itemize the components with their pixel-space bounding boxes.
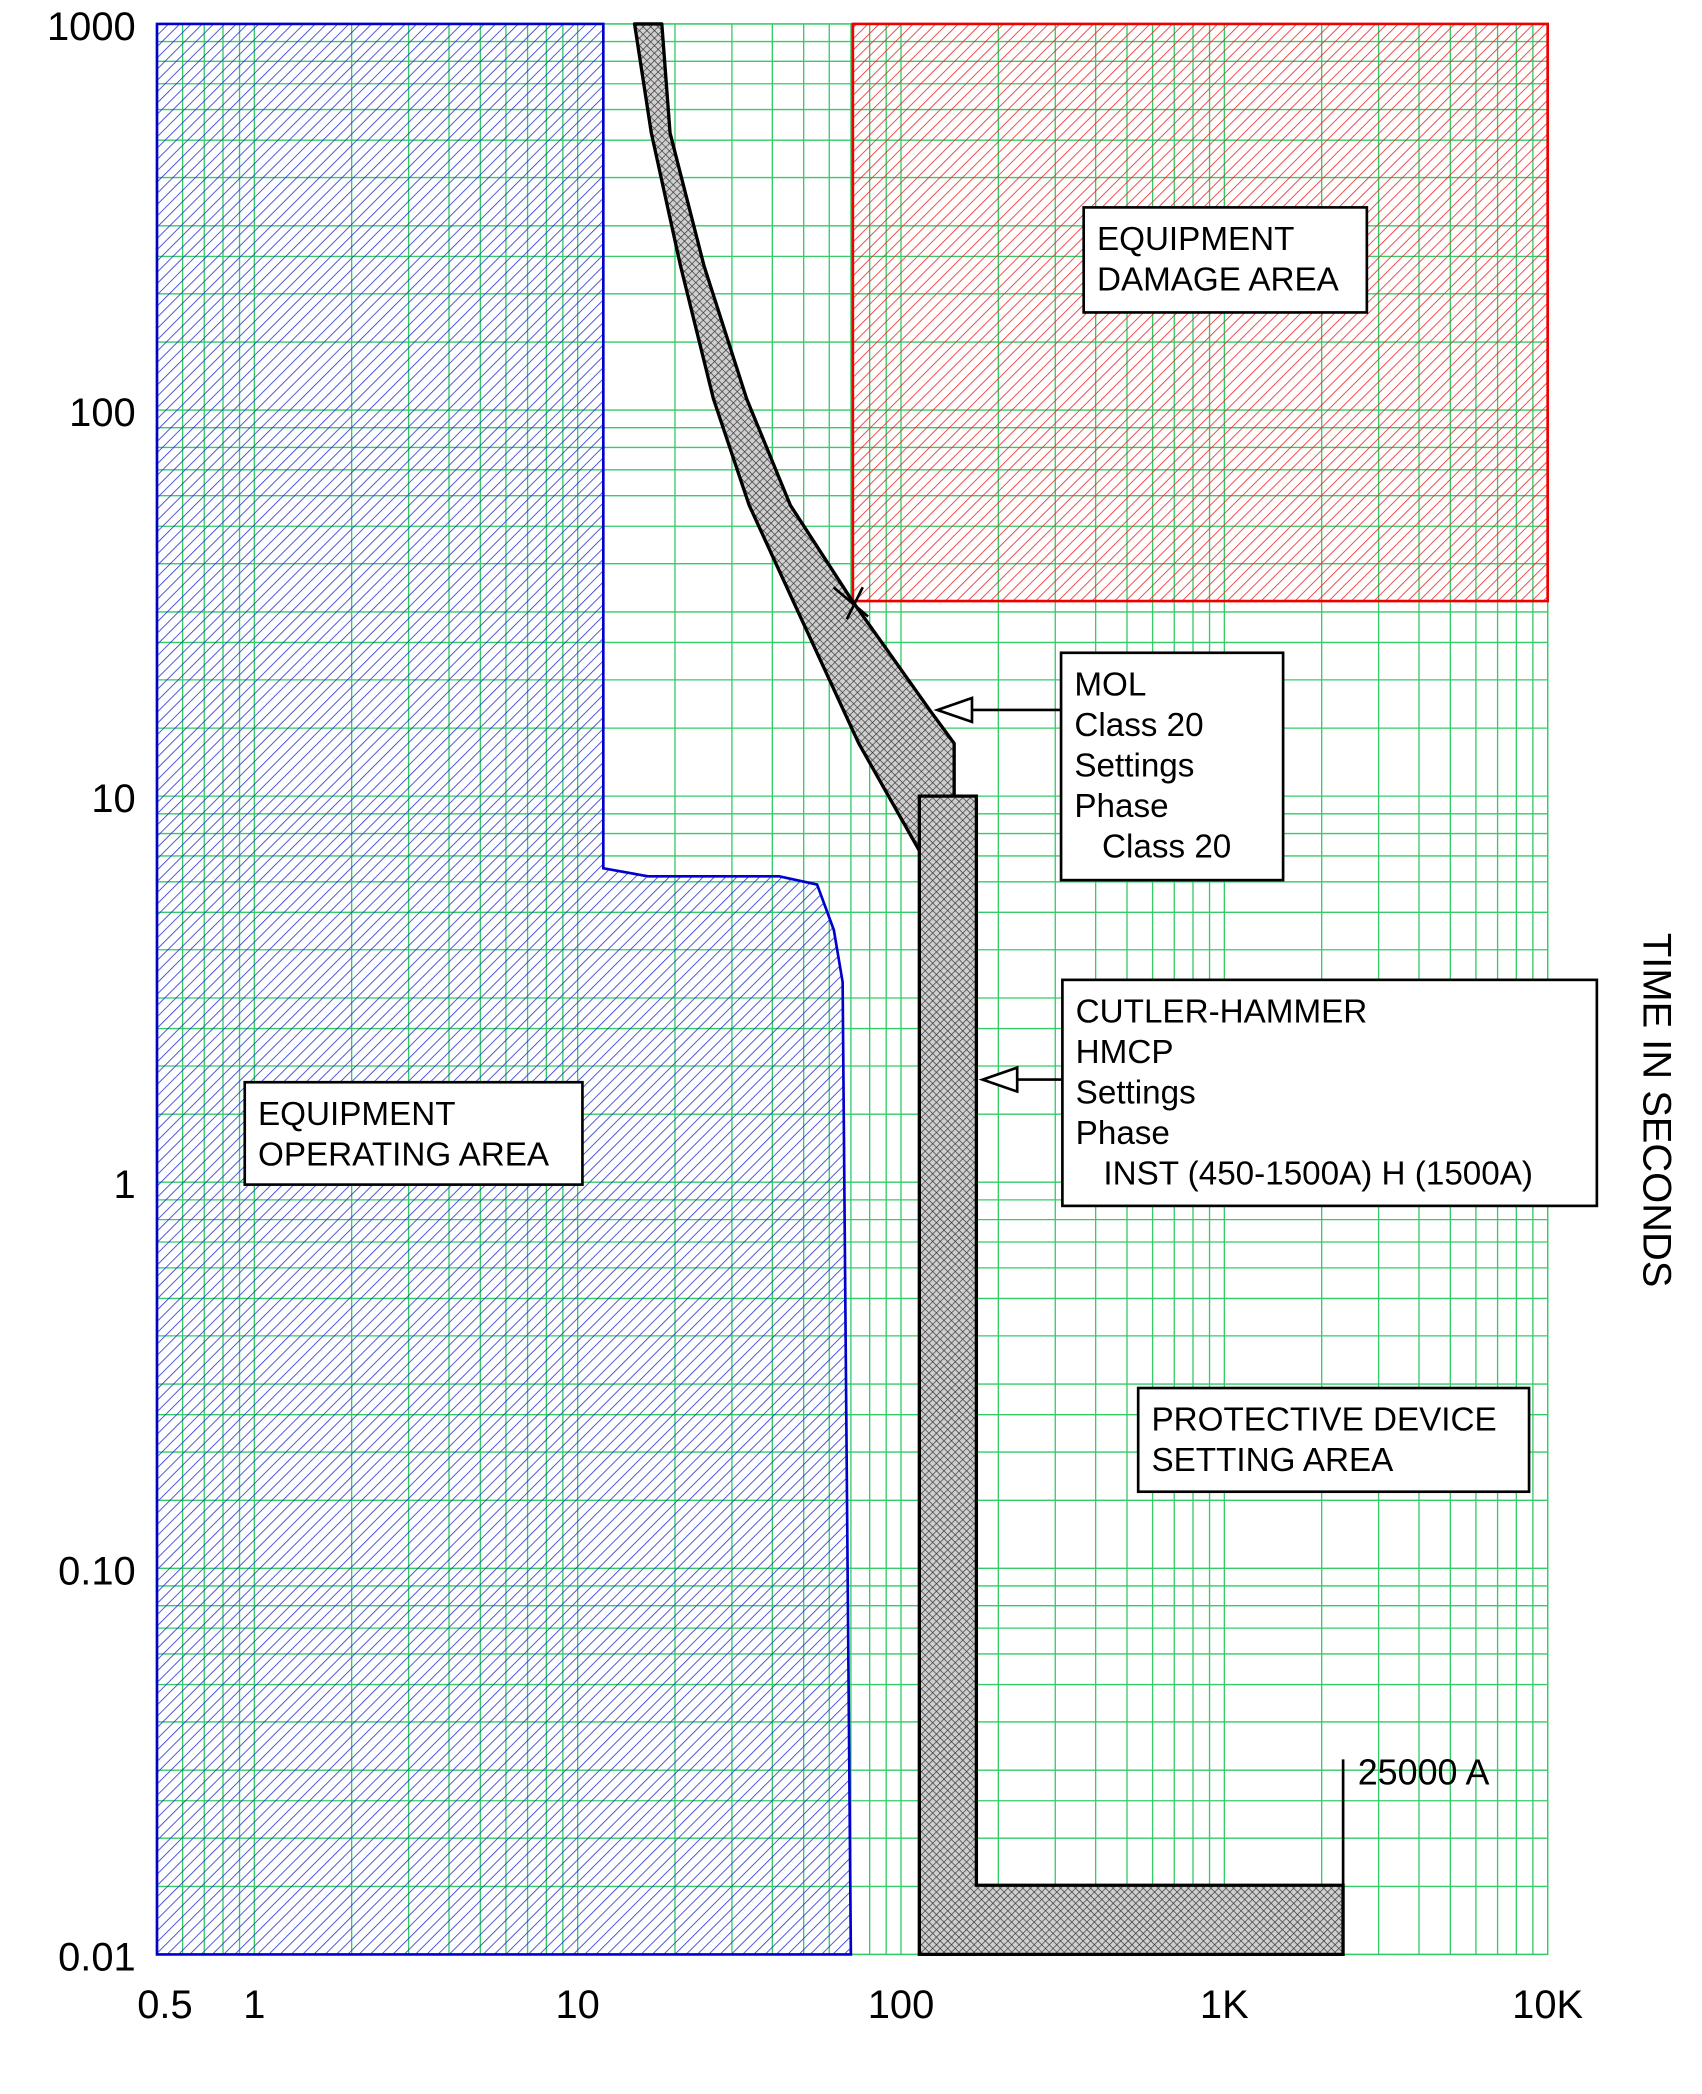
mol-label-text: MOL: [1074, 666, 1146, 703]
x-tick-label: 10: [555, 1983, 599, 2027]
damage-area-label-text: EQUIPMENT: [1097, 221, 1294, 258]
mol-arrow-head: [933, 696, 974, 724]
y-tick-label: 1000: [47, 5, 136, 49]
damage-area-label: EQUIPMENT DAMAGE AREA: [1082, 206, 1369, 314]
intersection-mark: [845, 586, 864, 620]
axis-ticks: 0.5 1 10 100 1K 10K 1000 100 10 1 0.10 0.01: [47, 5, 1584, 2027]
x-tick-label: 100: [868, 1983, 935, 2027]
y-axis-label: TIME IN SECONDS: [1634, 933, 1678, 1287]
hmcp-label-text: Phase: [1076, 1115, 1170, 1152]
mol-label-box: [1059, 651, 1285, 882]
y-tick-label: 0.01: [58, 1935, 136, 1979]
equipment-operating-area: [155, 22, 853, 1956]
hmcp-arrow-head: [978, 1065, 1019, 1094]
operating-area-label-box: [243, 1080, 584, 1186]
protective-area-label-text: PROTECTIVE DEVICE: [1151, 1402, 1496, 1439]
hmcp-band: [917, 794, 1345, 1957]
x-tick-label: 1K: [1200, 1983, 1249, 2027]
mol-label-text: Settings: [1074, 747, 1194, 784]
hmcp-label-text: INST (450-1500A) H (1500A): [1076, 1156, 1533, 1193]
y-tick-label: 10: [91, 777, 135, 821]
protective-area-label-box: [1136, 1386, 1531, 1494]
hmcp-label-text: CUTLER-HAMMER: [1076, 993, 1368, 1030]
mol-label-text: Class 20: [1074, 707, 1203, 744]
y-tick-label: 1: [114, 1163, 136, 1207]
x-tick-label: 0.5: [137, 1983, 192, 2027]
intersection-mark: [832, 586, 869, 618]
hmcp-label-text: Settings: [1076, 1075, 1196, 1112]
mol-label-text: Class 20: [1074, 829, 1231, 866]
y-tick-label: 100: [69, 391, 136, 435]
protective-area-label-text: SETTING AREA: [1151, 1442, 1394, 1479]
mol-label-text: Phase: [1074, 788, 1168, 825]
y-tick-label: 0.10: [58, 1549, 136, 1593]
x-tick-label: 10K: [1512, 1983, 1583, 2027]
hmcp-label-box: [1061, 978, 1599, 1208]
damage-area-label-box: [1082, 206, 1369, 314]
operating-area-label-text: OPERATING AREA: [258, 1136, 550, 1173]
hmcp-label-text: HMCP: [1076, 1034, 1174, 1071]
operating-area-label-text: EQUIPMENT: [258, 1096, 455, 1133]
fault-current-label: 25000 A: [1358, 1753, 1490, 1793]
x-tick-label: 1: [243, 1983, 265, 2027]
damage-area-label-text: DAMAGE AREA: [1097, 262, 1340, 299]
